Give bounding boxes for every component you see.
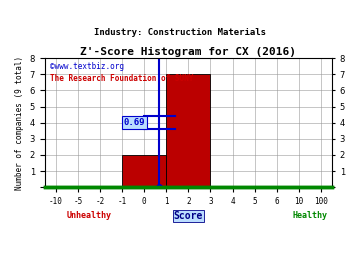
Text: 0.69: 0.69 (123, 118, 145, 127)
Text: ©www.textbiz.org: ©www.textbiz.org (50, 62, 125, 71)
Text: Healthy: Healthy (292, 211, 327, 220)
Y-axis label: Number of companies (9 total): Number of companies (9 total) (15, 56, 24, 190)
Text: Score: Score (174, 211, 203, 221)
Bar (166, 74, 211, 187)
Text: The Research Foundation of SUNY: The Research Foundation of SUNY (50, 74, 194, 83)
Title: Z'-Score Histogram for CX (2016): Z'-Score Histogram for CX (2016) (80, 48, 296, 58)
Bar (122, 155, 166, 187)
Text: Unhealthy: Unhealthy (66, 211, 111, 220)
Text: Industry: Construction Materials: Industry: Construction Materials (94, 28, 266, 37)
